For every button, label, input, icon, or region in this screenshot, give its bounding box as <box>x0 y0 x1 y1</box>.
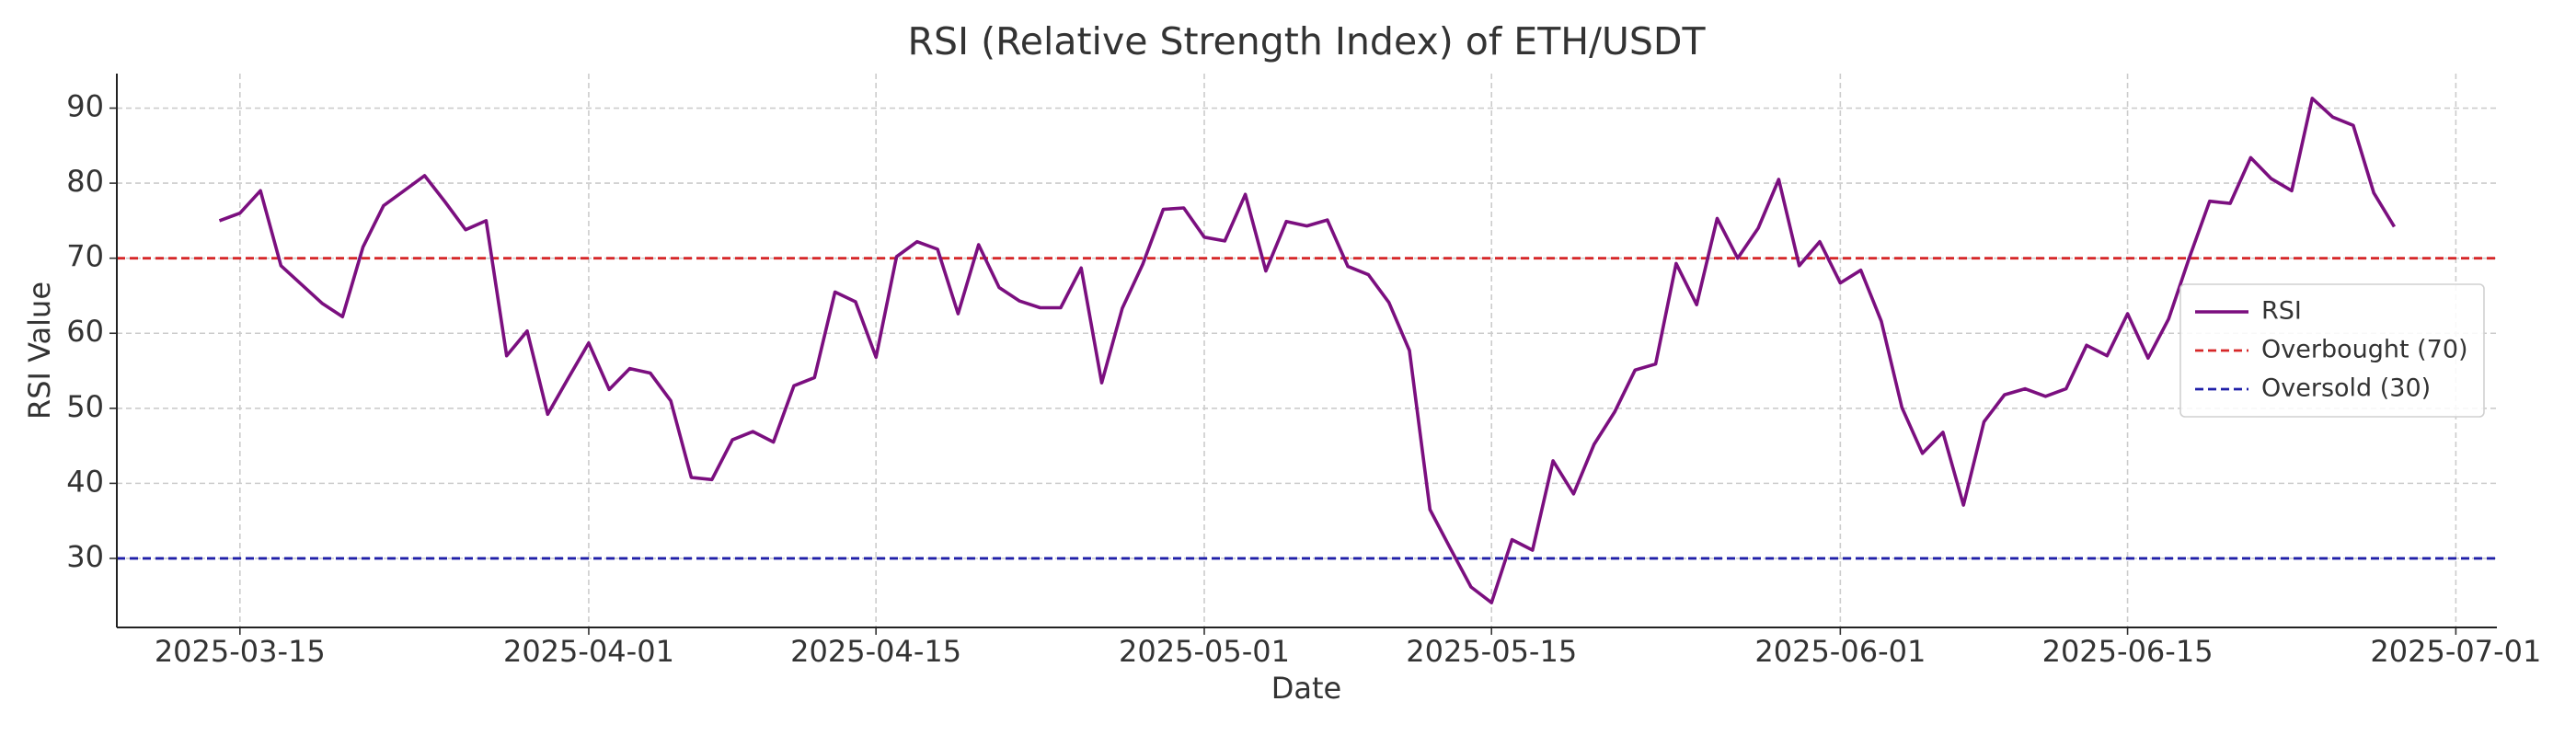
y-tick-label: 40 <box>66 464 104 499</box>
x-tick-label: 2025-04-01 <box>503 634 674 669</box>
y-tick-label: 80 <box>66 164 104 199</box>
x-tick-label: 2025-05-01 <box>1119 634 1290 669</box>
x-tick-label: 2025-07-01 <box>2370 634 2541 669</box>
chart-title: RSI (Relative Strength Index) of ETH/USD… <box>907 19 1706 63</box>
x-tick-label: 2025-06-15 <box>2042 634 2214 669</box>
x-tick-label: 2025-06-01 <box>1754 634 1926 669</box>
y-tick-label: 50 <box>66 389 104 424</box>
x-tick-label: 2025-03-15 <box>155 634 326 669</box>
legend-box <box>2179 283 2485 418</box>
y-tick-label: 30 <box>66 539 104 574</box>
x-tick-label: 2025-05-15 <box>1406 634 1577 669</box>
y-tick-label: 90 <box>66 89 104 124</box>
legend: RSI Overbought (70) Oversold (30) <box>2179 283 2485 418</box>
legend-label: Oversold (30) <box>2261 374 2431 403</box>
x-tick-label: 2025-04-15 <box>790 634 961 669</box>
y-axis-label: RSI Value <box>22 282 57 420</box>
legend-label: Overbought (70) <box>2261 336 2468 364</box>
rsi-line <box>218 97 2397 604</box>
y-tick-label: 70 <box>66 239 104 274</box>
legend-label: RSI <box>2261 297 2302 326</box>
x-axis-label: Date <box>1271 671 1341 706</box>
y-tick-label: 60 <box>66 314 104 349</box>
